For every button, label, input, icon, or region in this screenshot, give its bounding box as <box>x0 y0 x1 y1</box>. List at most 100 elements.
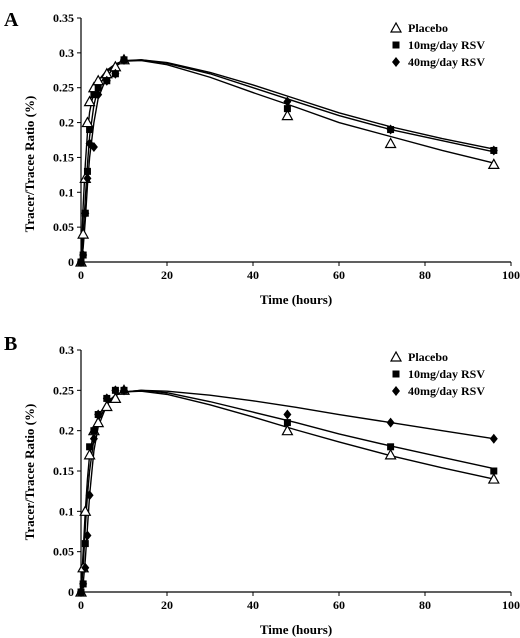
y-tick-label: 0.1 <box>59 504 74 518</box>
x-tick-label: 20 <box>161 268 173 282</box>
data-point-filled-diamond <box>81 562 90 573</box>
data-point-filled-square <box>83 167 91 175</box>
chart-panel-b: B Tracer/Tracee Ratio (%) Time (hours) P… <box>4 333 520 637</box>
data-point-open-triangle <box>487 472 500 484</box>
data-point-filled-square <box>81 540 89 548</box>
x-tick-label: 80 <box>419 598 431 612</box>
legend-label: 40mg/day RSV <box>408 384 485 398</box>
y-tick-label: 0.3 <box>59 46 74 60</box>
data-point-filled-diamond <box>89 141 98 152</box>
x-tick-label: 100 <box>502 598 520 612</box>
panel-letter-a: A <box>4 9 19 31</box>
data-point-open-triangle <box>384 448 397 460</box>
data-point-filled-diamond <box>85 490 94 501</box>
data-point-open-triangle <box>281 109 294 121</box>
legend-label: Placebo <box>408 21 448 35</box>
x-tick-label: 80 <box>419 268 431 282</box>
x-tick-label: 0 <box>78 268 84 282</box>
legend-label: 10mg/day RSV <box>408 38 485 52</box>
data-point-open-triangle <box>92 416 105 428</box>
y-axis-label-b: Tracer/Tracee Ratio (%) <box>22 404 37 541</box>
x-tick-label: 40 <box>247 268 259 282</box>
data-point-filled-diamond <box>89 433 98 444</box>
data-point-filled-diamond <box>102 75 111 86</box>
y-tick-label: 0.2 <box>59 424 74 438</box>
x-tick-label: 0 <box>78 598 84 612</box>
legend-label: 40mg/day RSV <box>408 55 485 69</box>
data-point-filled-square <box>387 443 395 451</box>
data-point-open-triangle <box>384 137 397 149</box>
data-point-open-triangle <box>79 505 92 516</box>
legend-marker-open-triangle <box>389 21 403 33</box>
legend-marker-filled-square <box>392 370 400 378</box>
chart-panel-a: A Tracer/Tracee Ratio (%) Time (hours) P… <box>4 9 520 307</box>
panel-letter-b: B <box>4 333 17 355</box>
y-tick-label: 0.25 <box>53 383 74 397</box>
data-point-open-triangle <box>77 227 90 239</box>
data-point-open-triangle <box>281 424 294 436</box>
legend-label: 10mg/day RSV <box>408 367 485 381</box>
legend-marker-filled-diamond <box>392 386 400 396</box>
data-point-filled-diamond <box>489 145 498 156</box>
x-tick-label: 60 <box>333 598 345 612</box>
data-point-filled-diamond <box>283 409 292 420</box>
fit-line-filled-diamond <box>80 59 494 263</box>
data-point-filled-square <box>283 105 291 113</box>
data-point-filled-diamond <box>386 417 395 428</box>
data-point-filled-square <box>86 443 94 451</box>
x-tick-label: 20 <box>161 598 173 612</box>
data-point-filled-square <box>490 467 498 475</box>
legend-marker-filled-square <box>392 41 400 49</box>
y-tick-label: 0 <box>68 585 74 599</box>
data-point-filled-diamond <box>77 587 85 597</box>
data-point-filled-diamond <box>283 96 292 107</box>
y-tick-label: 0.25 <box>53 81 74 95</box>
data-point-filled-diamond <box>79 250 88 261</box>
x-tick-label: 40 <box>247 598 259 612</box>
data-point-open-triangle <box>109 392 122 403</box>
fit-line-filled-square <box>80 59 494 263</box>
data-point-filled-square <box>94 84 102 92</box>
y-tick-label: 0.2 <box>59 116 74 130</box>
data-point-open-triangle <box>83 95 96 107</box>
x-axis-label-b: Time (hours) <box>260 622 332 637</box>
data-point-filled-diamond <box>111 68 120 79</box>
x-tick-label: 60 <box>333 268 345 282</box>
data-point-filled-diamond <box>94 89 103 100</box>
data-point-filled-diamond <box>489 433 498 444</box>
data-point-filled-diamond <box>102 393 111 404</box>
y-tick-label: 0 <box>68 255 74 269</box>
data-point-filled-diamond <box>120 385 128 396</box>
x-axis-label-a: Time (hours) <box>260 292 332 307</box>
data-point-filled-square <box>90 427 98 435</box>
y-tick-label: 0.05 <box>53 545 74 559</box>
legend-marker-open-triangle <box>389 350 403 362</box>
legend-marker-filled-diamond <box>392 57 400 67</box>
data-point-open-triangle <box>487 158 500 169</box>
y-tick-label: 0.3 <box>59 343 74 357</box>
y-tick-label: 0.15 <box>53 464 74 478</box>
data-point-filled-square <box>86 126 94 134</box>
y-tick-label: 0.1 <box>59 185 74 199</box>
data-point-filled-diamond <box>120 54 128 65</box>
data-point-filled-diamond <box>111 385 120 396</box>
data-point-filled-diamond <box>79 578 88 589</box>
y-tick-label: 0.05 <box>53 220 74 234</box>
y-axis-label-a: Tracer/Tracee Ratio (%) <box>22 96 37 233</box>
data-point-filled-diamond <box>94 409 103 420</box>
fit-line-open-triangle <box>80 59 494 263</box>
data-point-filled-square <box>283 419 291 427</box>
data-point-filled-diamond <box>386 124 395 135</box>
data-point-filled-diamond <box>83 173 92 184</box>
x-tick-label: 100 <box>502 268 520 282</box>
data-point-filled-diamond <box>81 208 90 219</box>
data-point-filled-square <box>90 91 98 99</box>
legend-a: Placebo 10mg/day RSV 40mg/day RSV <box>389 21 485 69</box>
data-point-open-triangle <box>100 400 113 412</box>
y-tick-label: 0.15 <box>53 150 74 164</box>
legend-label: Placebo <box>408 350 448 364</box>
data-point-filled-diamond <box>83 530 92 541</box>
legend-b: Placebo 10mg/day RSV 40mg/day RSV <box>389 350 485 398</box>
data-point-open-triangle <box>83 448 96 460</box>
